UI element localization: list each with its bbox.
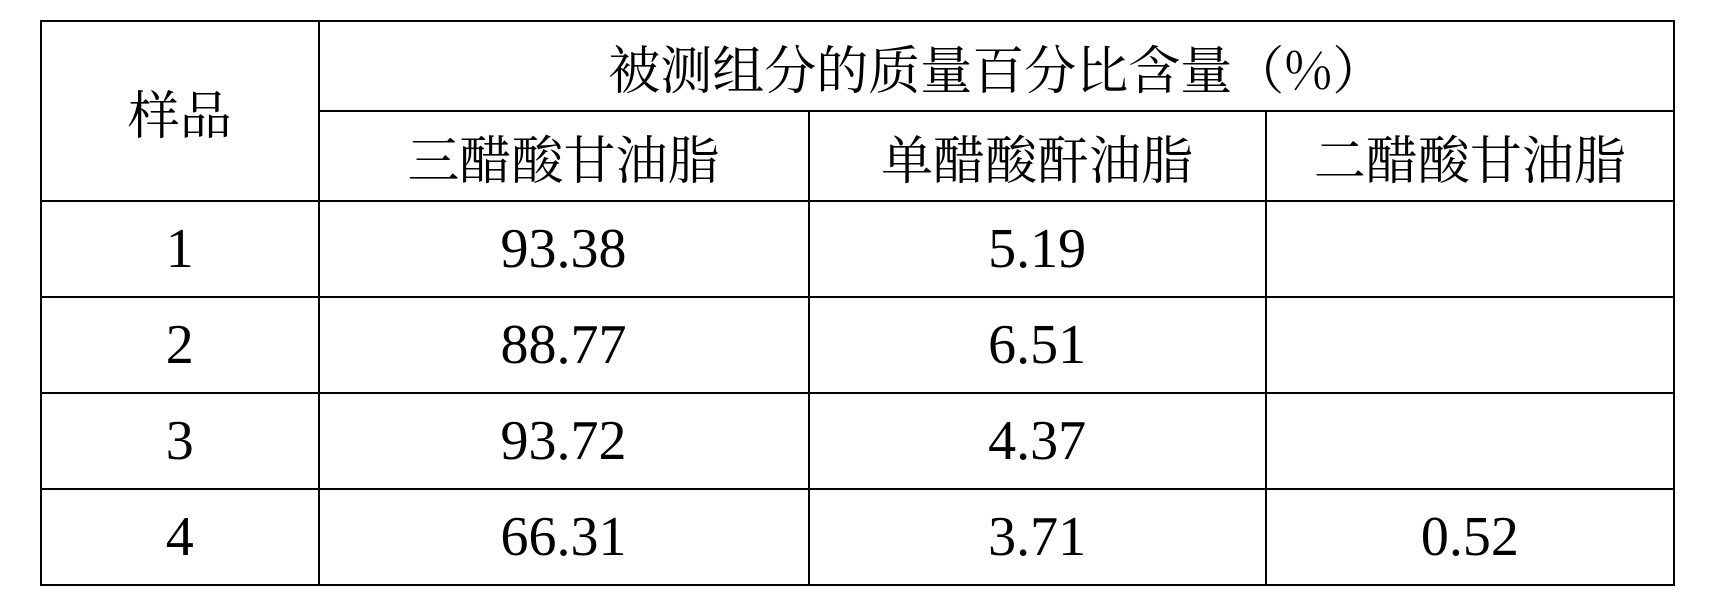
header-col-2: 单醋酸酐油脂: [809, 111, 1266, 201]
cell-value: 93.38: [319, 201, 809, 297]
cell-value: 93.72: [319, 393, 809, 489]
cell-value: [1266, 201, 1674, 297]
table-row: 3 93.72 4.37: [41, 393, 1674, 489]
header-row-1: 样品 被测组分的质量百分比含量（%）: [41, 21, 1674, 111]
cell-value: 0.52: [1266, 489, 1674, 585]
header-group: 被测组分的质量百分比含量（%）: [319, 21, 1674, 111]
cell-sample-id: 3: [41, 393, 319, 489]
composition-table: 样品 被测组分的质量百分比含量（%） 三醋酸甘油脂 单醋酸酐油脂 二醋酸甘油脂 …: [40, 20, 1675, 586]
cell-value: 88.77: [319, 297, 809, 393]
cell-value: 3.71: [809, 489, 1266, 585]
header-col-1: 三醋酸甘油脂: [319, 111, 809, 201]
cell-value: [1266, 297, 1674, 393]
cell-value: 6.51: [809, 297, 1266, 393]
table-row: 4 66.31 3.71 0.52: [41, 489, 1674, 585]
cell-sample-id: 4: [41, 489, 319, 585]
cell-value: 66.31: [319, 489, 809, 585]
cell-sample-id: 1: [41, 201, 319, 297]
cell-value: 4.37: [809, 393, 1266, 489]
header-sample: 样品: [41, 21, 319, 201]
table-row: 1 93.38 5.19: [41, 201, 1674, 297]
table-row: 2 88.77 6.51: [41, 297, 1674, 393]
cell-value: 5.19: [809, 201, 1266, 297]
cell-sample-id: 2: [41, 297, 319, 393]
header-col-3: 二醋酸甘油脂: [1266, 111, 1674, 201]
cell-value: [1266, 393, 1674, 489]
table-container: 样品 被测组分的质量百分比含量（%） 三醋酸甘油脂 单醋酸酐油脂 二醋酸甘油脂 …: [0, 0, 1715, 616]
